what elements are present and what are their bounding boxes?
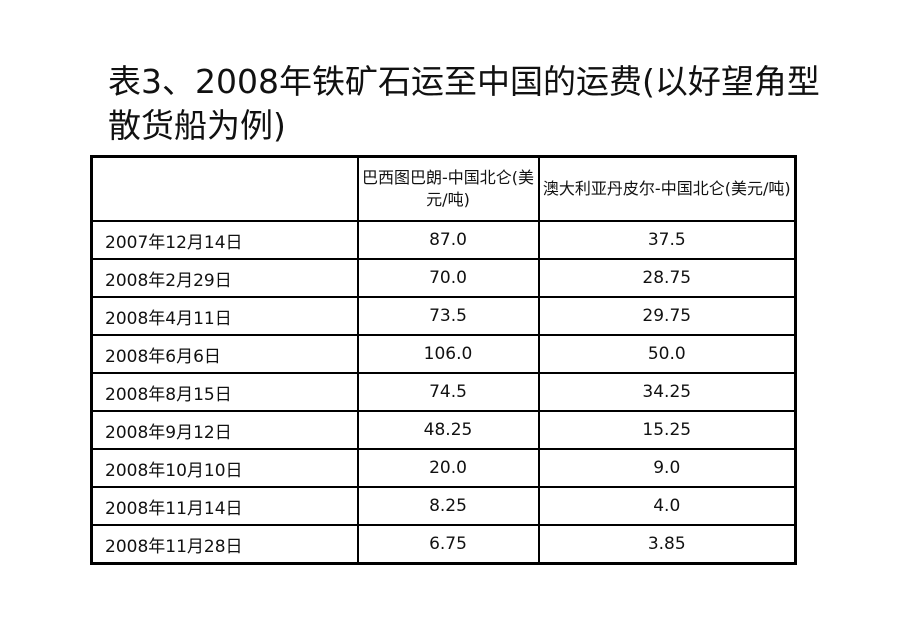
slide-title: 表3、2008年铁矿石运至中国的运费(以好望角型散货船为例) [108, 62, 820, 145]
freight-table-container: 巴西图巴朗-中国北仑(美元/吨) 澳大利亚丹皮尔-中国北仑(美元/吨) 2007… [90, 155, 797, 565]
table-row: 2008年11月28日 6.75 3.85 [90, 524, 797, 565]
table-row: 2008年6月6日 106.0 50.0 [90, 334, 797, 374]
date-cell: 2008年11月14日 [90, 486, 359, 526]
brazil-rate-cell: 106.0 [356, 334, 540, 374]
date-cell: 2007年12月14日 [90, 220, 359, 260]
date-cell: 2008年6月6日 [90, 334, 359, 374]
brazil-rate-cell: 73.5 [356, 296, 540, 336]
australia-rate-cell: 37.5 [537, 220, 797, 260]
date-cell: 2008年4月11日 [90, 296, 359, 336]
date-cell: 2008年11月28日 [90, 524, 359, 565]
australia-rate-cell: 15.25 [537, 410, 797, 450]
date-cell: 2008年9月12日 [90, 410, 359, 450]
australia-rate-cell: 4.0 [537, 486, 797, 526]
australia-rate-cell: 50.0 [537, 334, 797, 374]
table-header-row: 巴西图巴朗-中国北仑(美元/吨) 澳大利亚丹皮尔-中国北仑(美元/吨) [90, 155, 797, 222]
header-cell-date [90, 155, 359, 222]
brazil-rate-cell: 74.5 [356, 372, 540, 412]
table-row: 2008年9月12日 48.25 15.25 [90, 410, 797, 450]
table-row: 2007年12月14日 87.0 37.5 [90, 220, 797, 260]
date-cell: 2008年2月29日 [90, 258, 359, 298]
brazil-rate-cell: 87.0 [356, 220, 540, 260]
header-cell-brazil-route: 巴西图巴朗-中国北仑(美元/吨) [356, 155, 540, 222]
brazil-rate-cell: 48.25 [356, 410, 540, 450]
australia-rate-cell: 3.85 [537, 524, 797, 565]
australia-rate-cell: 9.0 [537, 448, 797, 488]
brazil-rate-cell: 8.25 [356, 486, 540, 526]
australia-rate-cell: 34.25 [537, 372, 797, 412]
date-cell: 2008年8月15日 [90, 372, 359, 412]
freight-rate-table: 巴西图巴朗-中国北仑(美元/吨) 澳大利亚丹皮尔-中国北仑(美元/吨) 2007… [90, 155, 797, 565]
brazil-rate-cell: 20.0 [356, 448, 540, 488]
header-cell-australia-route: 澳大利亚丹皮尔-中国北仑(美元/吨) [537, 155, 797, 222]
brazil-rate-cell: 70.0 [356, 258, 540, 298]
table-row: 2008年4月11日 73.5 29.75 [90, 296, 797, 336]
brazil-rate-cell: 6.75 [356, 524, 540, 565]
table-row: 2008年8月15日 74.5 34.25 [90, 372, 797, 412]
australia-rate-cell: 28.75 [537, 258, 797, 298]
australia-rate-cell: 29.75 [537, 296, 797, 336]
table-row: 2008年10月10日 20.0 9.0 [90, 448, 797, 488]
table-row: 2008年11月14日 8.25 4.0 [90, 486, 797, 526]
table-row: 2008年2月29日 70.0 28.75 [90, 258, 797, 298]
date-cell: 2008年10月10日 [90, 448, 359, 488]
